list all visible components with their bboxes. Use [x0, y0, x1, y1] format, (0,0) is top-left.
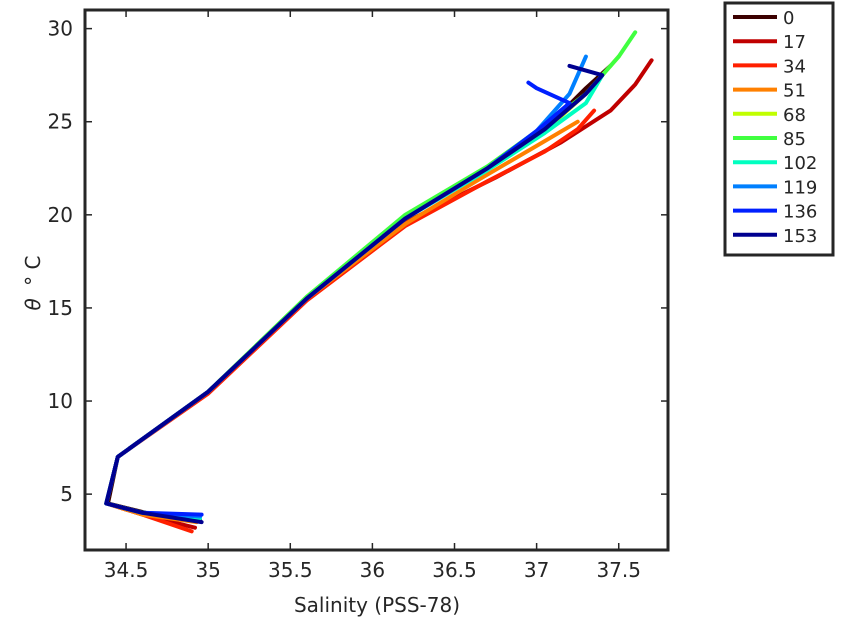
svg-text:θ ° C: θ ° C [21, 256, 45, 311]
y-tick-label: 15 [48, 296, 73, 320]
series-line-51 [104, 119, 580, 525]
x-tick-label: 36.5 [432, 558, 477, 582]
legend-label-136: 136 [783, 202, 817, 223]
series-line-136 [104, 80, 572, 517]
x-tick-label: 34.5 [104, 558, 149, 582]
y-tick-label: 25 [48, 110, 73, 134]
y-tick-label: 5 [60, 482, 73, 506]
plot-frame [83, 8, 670, 552]
legend-label-0: 0 [783, 8, 794, 29]
legend-label-153: 153 [783, 226, 817, 247]
x-tick-label: 35.5 [268, 558, 313, 582]
legend-label-102: 102 [783, 153, 817, 174]
x-tick-label: 37.5 [596, 558, 641, 582]
y-axis-label: θ ° C [21, 256, 45, 311]
legend-label-17: 17 [783, 32, 806, 53]
series-line-17 [104, 58, 654, 530]
y-tick-label: 10 [48, 389, 73, 413]
x-tick-label: 37 [524, 558, 549, 582]
x-axis-label: Salinity (PSS-78) [294, 593, 460, 617]
y-tick-label: 30 [48, 17, 73, 41]
series-line-119 [104, 54, 588, 519]
series-line-153 [104, 63, 605, 525]
legend-box [723, 1, 835, 257]
legend-label-85: 85 [783, 129, 806, 150]
y-axis-unit: ° C [21, 256, 45, 286]
series-line-34 [104, 108, 597, 534]
series-line-85 [104, 30, 638, 519]
legend-label-119: 119 [783, 177, 817, 198]
axes: 34.5 35 35.5 36 36.5 37 37.5 5 10 15 20 25 30 [48, 8, 670, 582]
legend-label-51: 51 [783, 81, 806, 102]
x-tick-label: 35 [195, 558, 220, 582]
legend-label-34: 34 [783, 56, 806, 77]
y-tick-label: 20 [48, 203, 73, 227]
legend-label-68: 68 [783, 105, 806, 126]
x-tick-label: 36 [360, 558, 385, 582]
plot-area [104, 30, 654, 534]
y-axis-symbol: θ [21, 298, 45, 310]
legend: 0 17 34 51 68 85 102 119 136 153 [723, 1, 835, 257]
